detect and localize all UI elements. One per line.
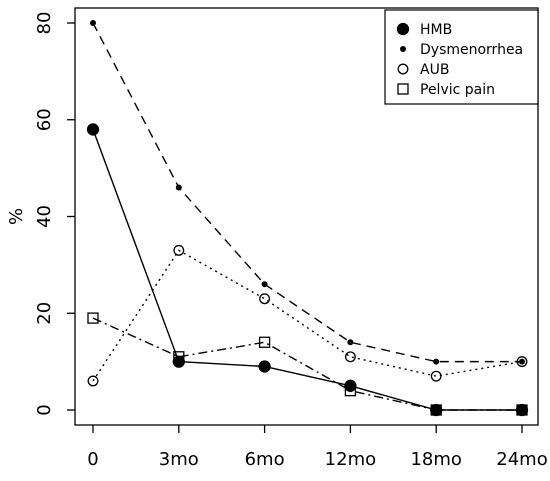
dysmenorrhea-point	[347, 339, 354, 346]
series-markers	[86, 20, 529, 417]
y-tick-label: 80	[34, 12, 55, 35]
pelvic-pain-point	[516, 404, 528, 416]
hmb-point	[258, 360, 271, 373]
x-tick-label: 18mo	[410, 449, 461, 470]
aub-line	[92, 249, 523, 382]
dysmenorrhea-point	[175, 184, 182, 191]
dysmenorrhea-point	[90, 20, 96, 26]
aub-point	[259, 293, 271, 305]
pelvic-pain-point	[173, 351, 185, 363]
pelvic-pain-point	[344, 384, 357, 397]
legend-label: AUB	[420, 62, 449, 78]
legend-label: Dysmenorrhea	[420, 42, 523, 58]
x-tick-label: 6mo	[245, 449, 285, 470]
legend-label: Pelvic pain	[420, 82, 495, 98]
dysmenorrhea-point	[519, 358, 525, 365]
hmb-line	[92, 129, 522, 411]
pelvic-pain-point	[397, 83, 409, 95]
aub-point	[397, 63, 409, 75]
axes: 0 3mo 6mo 12mo 18mo 24mo 0 20 40 60 80	[34, 7, 548, 470]
hmb-point	[86, 123, 100, 136]
dysmenorrhea-point	[433, 358, 440, 365]
aub-point	[87, 375, 99, 387]
hmb-point	[515, 403, 529, 417]
dysmenorrhea-point	[261, 281, 268, 288]
y-tick-label: 40	[34, 205, 55, 228]
y-tick-label: 60	[34, 108, 55, 131]
hmb-point	[430, 403, 443, 417]
legend-box	[384, 9, 539, 105]
x-tick-label: 12mo	[325, 449, 376, 470]
y-axis-label: %	[6, 208, 27, 225]
aub-point	[516, 356, 528, 368]
x-tick-label: 0	[87, 449, 98, 470]
dysmenorrhea-line	[92, 22, 522, 363]
series-lines	[92, 22, 523, 411]
x-tick-label: 3mo	[159, 449, 199, 470]
aub-point	[430, 370, 442, 382]
x-tick-label: 24mo	[496, 449, 547, 470]
aub-point	[344, 351, 356, 363]
aub-point	[173, 244, 185, 256]
pelvic-pain-point	[258, 336, 271, 348]
pelvic-pain-line	[92, 317, 522, 411]
legend: HMB Dysmenorrhea AUB Pelvic pain	[384, 9, 539, 105]
hmb-point	[396, 22, 410, 36]
pelvic-pain-point	[87, 312, 99, 324]
pelvic-pain-point	[430, 404, 442, 416]
y-tick-label: 20	[34, 302, 55, 325]
dysmenorrhea-point	[400, 46, 406, 52]
legend-label: HMB	[420, 22, 452, 38]
y-tick-label: 0	[34, 404, 55, 415]
